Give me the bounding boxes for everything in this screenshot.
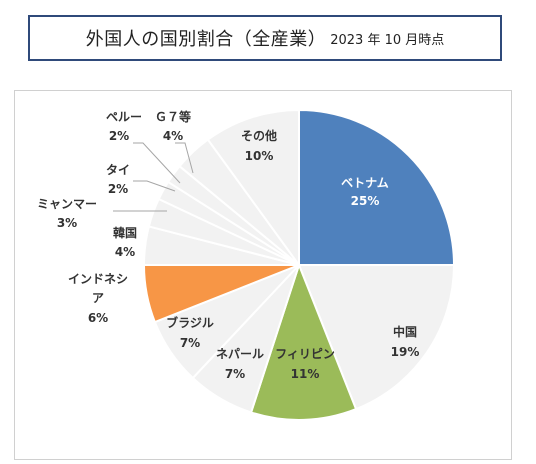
slice-name-label: ア (92, 291, 104, 305)
slice-value-label: 3% (57, 216, 77, 230)
slice-name-label: その他 (241, 128, 277, 143)
pie-slice (206, 108, 300, 269)
slice-value-label: 2% (108, 182, 128, 196)
slice-value-label: 6% (88, 311, 108, 325)
slice-value-label: 11% (291, 367, 320, 381)
slice-name-label: フィリピン (275, 347, 335, 361)
pie-slice (249, 262, 358, 421)
slice-value-label: 4% (163, 129, 183, 143)
slice-name-label: 中国 (393, 324, 417, 339)
slice-name-label: ベトナム (341, 176, 389, 190)
slice-value-label: 4% (115, 245, 135, 259)
pie-slice (297, 264, 456, 411)
slice-value-label: 7% (225, 367, 245, 381)
chart-title: 外国人の国別割合（全産業） (85, 29, 327, 50)
slice-value-label: 19% (391, 345, 420, 359)
pie-slice (298, 108, 456, 266)
chart-area: ベトナム 25% 中国 19% フィリピン 11% ネパール 7% ブラジル 7% インドネシア 6%… (14, 90, 512, 460)
slice-name-label: ペルー (106, 110, 142, 124)
leader-line (133, 142, 181, 184)
slice-name-label: タイ (106, 163, 130, 177)
chart-subtitle: 2023 年 10 月時点 (330, 32, 445, 48)
slice-name-label: 韓国 (113, 225, 137, 240)
slice-value-label: 10% (245, 149, 274, 163)
leader-line (175, 142, 194, 174)
chart-title-box: 外国人の国別割合（全産業） 2023 年 10 月時点 (28, 15, 502, 61)
slice-name-label: ネパール (216, 347, 264, 361)
slice-name-label: ミャンマー (37, 197, 97, 211)
slice-value-label: 2% (109, 129, 129, 143)
slice-value-label: 7% (180, 336, 200, 350)
slice-name-label: Ｇ７等 (155, 109, 191, 124)
slice-value-label: 25% (351, 194, 380, 208)
slice-name-label: インドネシ (68, 272, 128, 286)
slice-name-label: ブラジル (166, 315, 214, 330)
leader-line (133, 180, 176, 192)
